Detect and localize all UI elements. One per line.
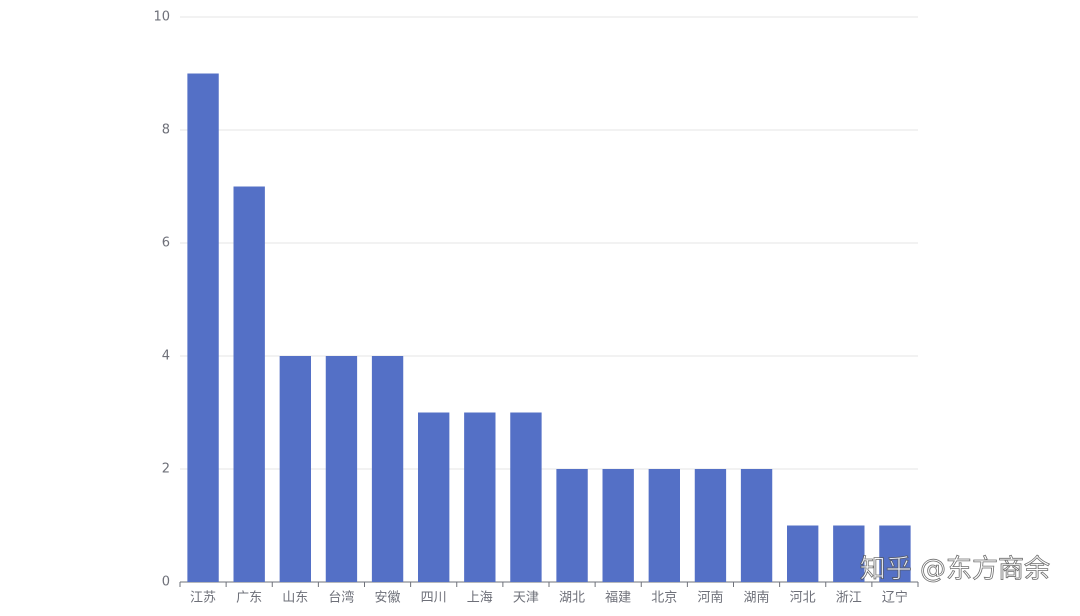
bar — [648, 469, 680, 582]
x-tick-label: 江苏 — [190, 590, 216, 606]
bar — [602, 469, 634, 582]
bar — [371, 356, 404, 582]
bar — [879, 525, 911, 582]
x-tick-label: 湖北 — [559, 591, 585, 606]
x-tick-label: 辽宁 — [882, 590, 908, 606]
y-tick-label: 0 — [162, 575, 170, 590]
x-tick-label: 山东 — [282, 591, 308, 606]
x-tick-label: 福建 — [605, 591, 631, 606]
bar — [464, 412, 496, 582]
x-tick-label: 湖南 — [744, 590, 770, 606]
x-tick-label: 天津 — [513, 591, 539, 606]
y-tick-label: 4 — [162, 349, 170, 364]
bar — [787, 525, 819, 582]
x-tick-label: 河南 — [697, 590, 723, 606]
bar — [740, 469, 773, 582]
x-tick-label: 广东 — [236, 591, 262, 606]
bar — [325, 356, 358, 582]
y-tick-label: 10 — [153, 10, 170, 25]
x-tick-label: 上海 — [467, 591, 493, 606]
bar — [187, 73, 219, 582]
bar — [418, 412, 450, 582]
x-tick-label: 浙江 — [836, 591, 862, 606]
x-tick-label: 安徽 — [375, 591, 401, 606]
bar — [510, 412, 542, 582]
x-tick-label: 台湾 — [328, 590, 354, 606]
y-tick-label: 6 — [162, 236, 170, 251]
x-tick-label: 北京 — [651, 591, 677, 606]
bar — [279, 356, 311, 582]
y-tick-label: 8 — [162, 123, 170, 138]
bar — [694, 469, 727, 582]
y-tick-label: 2 — [162, 462, 170, 477]
x-tick-label: 四川 — [421, 591, 447, 606]
bar — [233, 186, 265, 582]
bar — [833, 525, 865, 582]
watermark: 知乎 @东方商余 — [860, 555, 1050, 585]
x-tick-label: 河北 — [790, 591, 816, 606]
bar — [556, 469, 588, 582]
